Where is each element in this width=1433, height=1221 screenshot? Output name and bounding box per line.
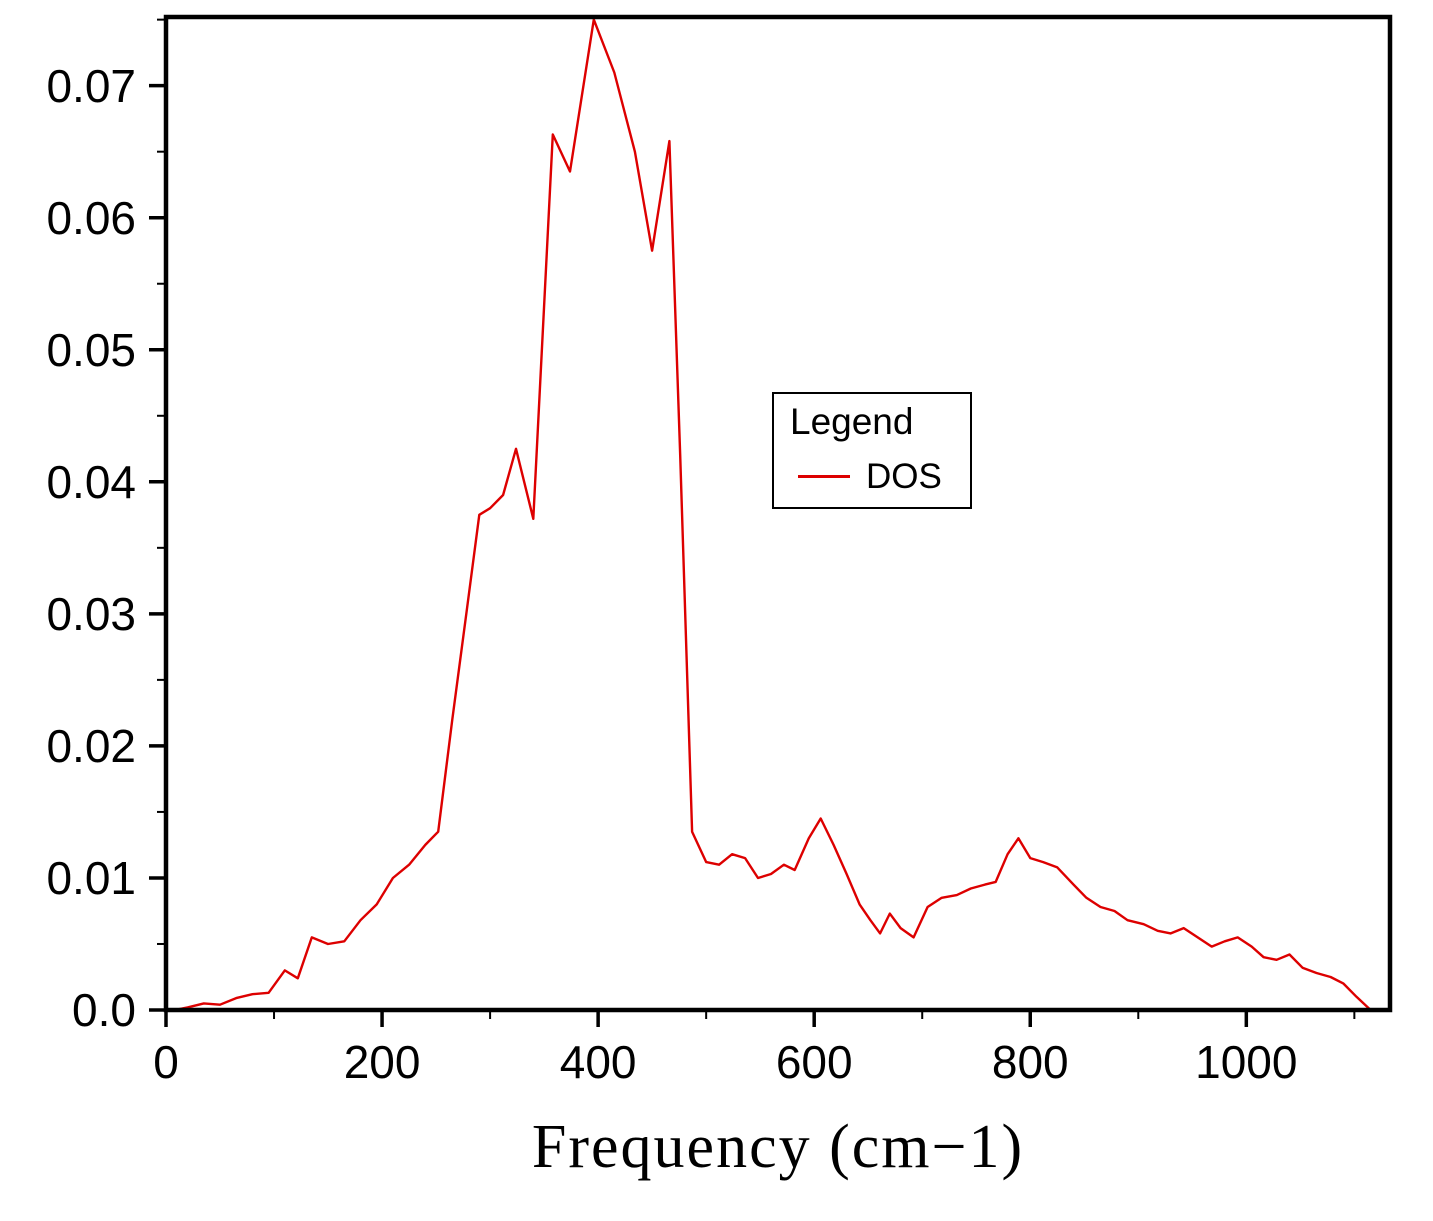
dos-line-series <box>173 18 1372 1012</box>
x-tick-label: 0 <box>153 1036 179 1088</box>
y-tick-label: 0.04 <box>46 456 136 508</box>
y-tick-label: 0.05 <box>46 324 136 376</box>
legend-title: Legend <box>790 401 914 442</box>
y-tick-label: 0.02 <box>46 720 136 772</box>
y-tick-label: 0.0 <box>72 984 136 1036</box>
x-tick-label: 400 <box>560 1036 637 1088</box>
y-tick-label: 0.07 <box>46 60 136 112</box>
legend-line-sample-icon <box>798 475 850 479</box>
x-tick-label: 600 <box>776 1036 853 1088</box>
legend-entry-label: DOS <box>866 456 942 496</box>
x-tick-label: 800 <box>992 1036 1069 1088</box>
x-tick-label: 1000 <box>1195 1036 1297 1088</box>
legend-entry: DOS <box>790 457 970 497</box>
y-tick-label: 0.01 <box>46 852 136 904</box>
legend-box: Legend DOS <box>772 392 972 509</box>
x-tick-label: 200 <box>344 1036 421 1088</box>
y-tick-label: 0.03 <box>46 588 136 640</box>
plot-frame <box>163 14 1393 1013</box>
y-tick-label: 0.06 <box>46 192 136 244</box>
x-axis-title: Frequency (cm−1) <box>531 1113 1025 1181</box>
